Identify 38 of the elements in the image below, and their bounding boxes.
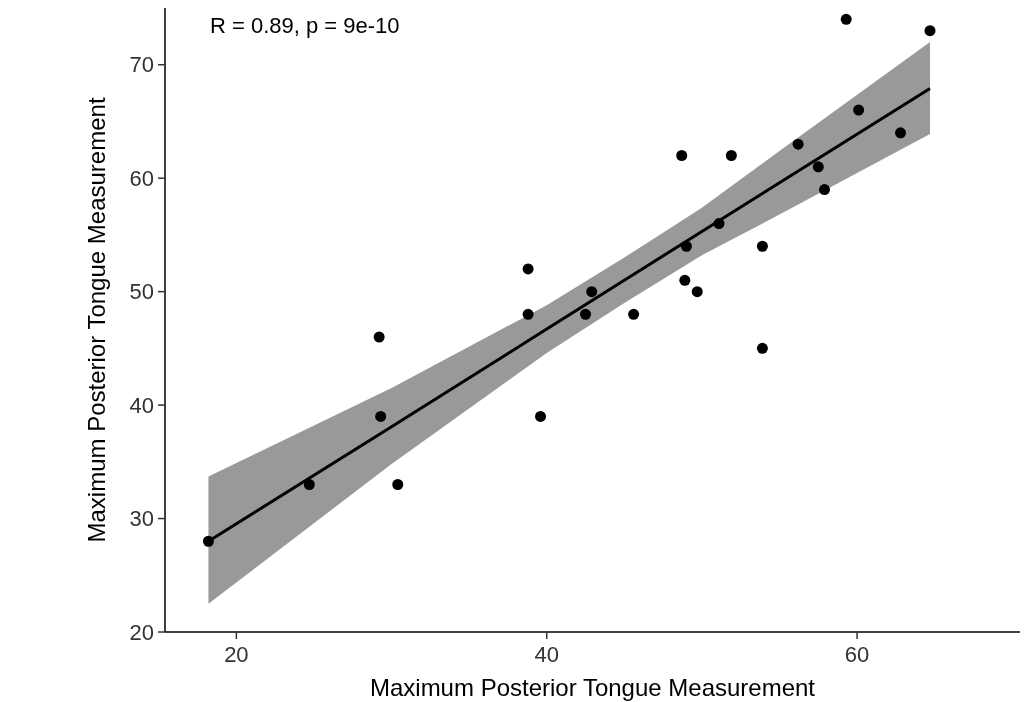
x-tick-label: 20: [224, 642, 249, 667]
point: [725, 149, 737, 161]
point: [853, 104, 865, 116]
y-tick-label: 20: [129, 619, 154, 645]
point: [375, 410, 387, 422]
point: [840, 13, 852, 25]
y-tick-label: 40: [129, 392, 154, 418]
point: [924, 25, 936, 37]
x-tick-label: 60: [844, 642, 870, 667]
point: [679, 274, 691, 286]
point: [586, 286, 598, 298]
point: [756, 240, 768, 252]
point: [373, 331, 385, 343]
point: [676, 149, 688, 161]
point: [756, 342, 768, 354]
point: [522, 308, 534, 320]
point: [303, 479, 315, 491]
point: [202, 535, 214, 547]
x-tick-label: 40: [534, 642, 559, 667]
point: [392, 479, 404, 491]
y-tick-label: 70: [129, 52, 154, 78]
point: [691, 286, 703, 298]
point: [680, 240, 692, 252]
annotation: R = 0.89, p = 9e-10: [210, 13, 400, 38]
y-tick-label: 60: [129, 165, 154, 191]
point: [818, 184, 830, 196]
point: [713, 218, 725, 230]
y-tick-label: 50: [129, 279, 154, 305]
point: [580, 308, 592, 320]
point: [535, 410, 547, 422]
x-axis-title: Maximum Posterior Tongue Measurement: [369, 674, 816, 701]
point: [522, 263, 534, 275]
y-axis-title: Maximum Posterior Tongue Measurement: [83, 97, 110, 543]
point: [792, 138, 804, 150]
y-tick-label: 30: [129, 506, 154, 532]
point: [812, 161, 824, 173]
point: [895, 127, 907, 139]
point: [628, 308, 640, 320]
